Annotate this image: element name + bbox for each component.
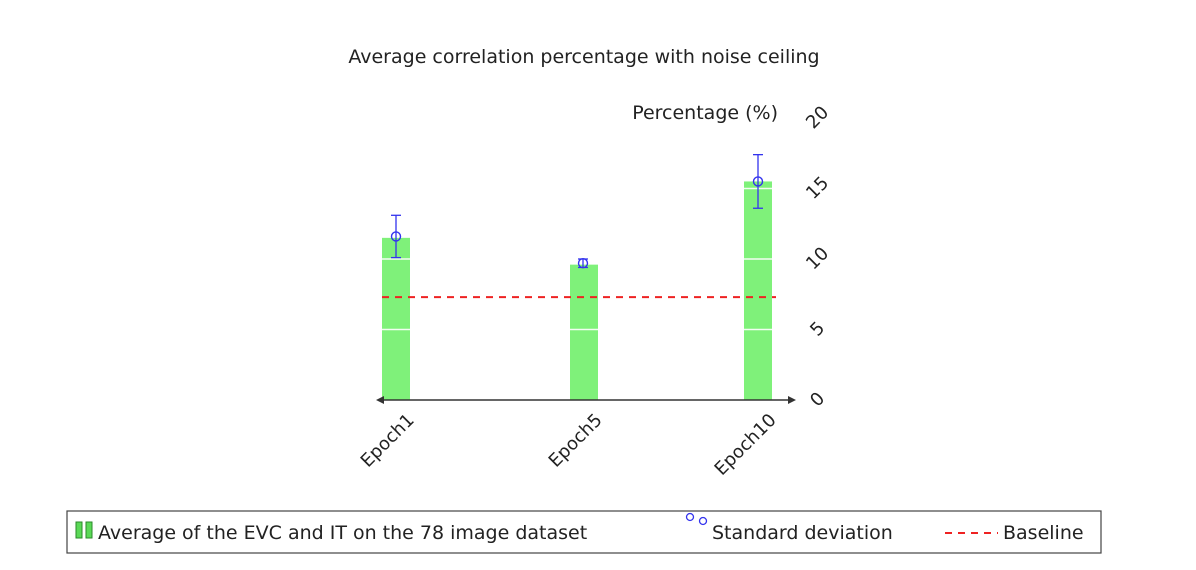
bar-epoch10 <box>744 181 772 400</box>
y-tick-labels: 0 5 10 15 20 <box>802 102 833 411</box>
y-tick-label-15: 15 <box>802 173 833 204</box>
legend-bar-icon <box>75 521 93 539</box>
bar-epoch5 <box>570 264 598 400</box>
x-axis-arrow-left <box>376 396 384 404</box>
x-axis <box>376 396 796 404</box>
bars-layer <box>382 181 772 400</box>
legend: Average of the EVC and IT on the 78 imag… <box>66 510 1102 554</box>
error-bar-epoch5 <box>577 258 589 269</box>
std-marker <box>577 258 589 269</box>
y-axis-label: Percentage (%) <box>632 102 778 124</box>
y-tick-label-20: 20 <box>802 102 833 133</box>
error-bar-epoch1 <box>390 214 402 259</box>
std-marker <box>752 176 764 187</box>
bar-epoch1 <box>382 237 410 400</box>
legend-std-label: Standard deviation <box>712 522 893 544</box>
std-marker <box>390 231 402 242</box>
legend-circle-icon <box>685 512 708 526</box>
legend-box <box>66 510 1102 554</box>
x-tick-label-epoch1: Epoch1 <box>357 410 419 472</box>
y-tick-label-0: 0 <box>806 388 829 411</box>
error-layer <box>390 154 764 269</box>
y-tick-label-10: 10 <box>802 243 833 274</box>
error-bar-epoch10 <box>752 154 764 209</box>
x-tick-labels: Epoch1 Epoch5 Epoch10 <box>357 410 781 480</box>
x-tick-label-epoch5: Epoch5 <box>545 410 607 472</box>
chart-title: Average correlation percentage with nois… <box>348 46 819 68</box>
x-tick-label-epoch10: Epoch10 <box>711 410 781 480</box>
y-tick-label-5: 5 <box>806 318 829 341</box>
legend-bar-label: Average of the EVC and IT on the 78 imag… <box>98 522 587 544</box>
legend-baseline-label: Baseline <box>1003 522 1084 544</box>
x-axis-arrow-right <box>788 396 796 404</box>
